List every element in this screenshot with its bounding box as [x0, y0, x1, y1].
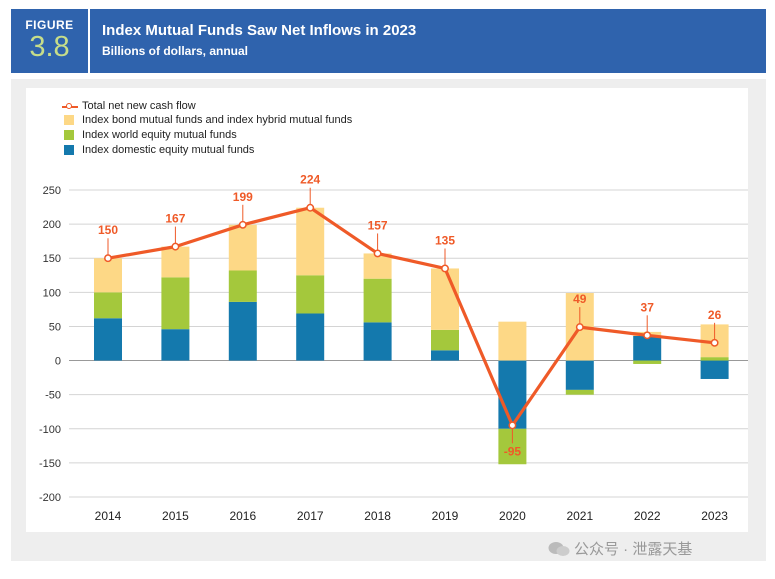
- y-tick-label: 100: [43, 287, 61, 299]
- bar-segment: [565, 360, 594, 390]
- y-tick-label: 50: [49, 321, 61, 333]
- data-label: 49: [573, 292, 587, 306]
- data-label: 224: [300, 173, 320, 187]
- x-tick-label: 2017: [297, 509, 324, 523]
- data-label: 26: [708, 308, 722, 322]
- x-tick-label: 2019: [432, 509, 459, 523]
- y-tick-label: 0: [55, 356, 61, 368]
- y-tick-label: 250: [43, 185, 61, 197]
- legend-label: Index bond mutual funds and index hybrid…: [82, 114, 353, 126]
- total-flow-point: [306, 203, 315, 212]
- legend-label: Index world equity mutual funds: [82, 129, 237, 141]
- total-flow-point: [575, 323, 584, 332]
- bar-segment: [94, 318, 122, 361]
- bar-segment: [700, 357, 729, 361]
- bar-segment: [565, 389, 594, 395]
- y-tick-label: -200: [39, 492, 61, 504]
- data-label: 37: [641, 300, 655, 314]
- wechat-icon: [548, 542, 570, 556]
- total-flow-point: [238, 220, 247, 229]
- bar-segment: [431, 350, 459, 361]
- figure-number: 3.8: [29, 31, 70, 63]
- y-tick-label: 200: [43, 219, 61, 231]
- figure-badge: FIGURE 3.8: [11, 9, 90, 73]
- bar-segment: [431, 329, 459, 351]
- data-label: 199: [233, 190, 253, 204]
- x-tick-label: 2023: [701, 509, 728, 523]
- legend-label: Index domestic equity mutual funds: [82, 144, 255, 156]
- watermark-text: 公众号 · 泄露天基: [574, 541, 693, 558]
- total-flow-point: [104, 254, 112, 263]
- bar-segment: [431, 268, 459, 330]
- figure-label: FIGURE: [25, 18, 74, 32]
- total-flow-point: [508, 421, 517, 430]
- data-label: 157: [368, 218, 388, 232]
- data-label: -95: [504, 444, 522, 458]
- bar-segment: [161, 329, 190, 361]
- total-flow-point: [710, 338, 719, 347]
- bar-segment: [296, 313, 325, 361]
- y-tick-label: 150: [43, 253, 61, 265]
- bar-segment: [228, 301, 257, 361]
- data-label: 167: [165, 212, 185, 226]
- bar-segment: [633, 360, 662, 364]
- data-label: 135: [435, 233, 455, 247]
- bar-segment: [498, 321, 527, 361]
- bar-segment: [94, 258, 122, 293]
- bar-segment: [161, 277, 190, 330]
- x-tick-label: 2014: [95, 509, 122, 523]
- bar-segment: [228, 224, 257, 271]
- x-tick-label: 2018: [364, 509, 391, 523]
- legend-label: Total net new cash flow: [82, 100, 196, 112]
- bar-segment: [94, 292, 122, 319]
- figure-header: FIGURE 3.8 Index Mutual Funds Saw Net In…: [11, 9, 766, 73]
- total-flow-point: [643, 331, 652, 340]
- watermark: 公众号 · 泄露天基: [548, 538, 692, 559]
- bar-segment: [296, 275, 325, 314]
- legend-swatch: [64, 145, 74, 155]
- chart-subtitle: Billions of dollars, annual: [102, 44, 249, 58]
- legend-swatch: [64, 115, 74, 125]
- total-flow-point: [171, 242, 180, 251]
- x-tick-label: 2016: [229, 509, 256, 523]
- bar-segment: [363, 322, 392, 361]
- y-tick-label: -100: [39, 424, 61, 436]
- bar-segment: [296, 207, 325, 276]
- bar-segment: [161, 246, 190, 278]
- y-tick-label: -50: [45, 390, 61, 402]
- total-flow-line: [107, 206, 715, 427]
- x-tick-label: 2021: [566, 509, 593, 523]
- legend-swatch: [64, 130, 74, 140]
- bar-segment: [228, 270, 257, 302]
- x-tick-label: 2022: [634, 509, 661, 523]
- data-label: 150: [98, 223, 118, 237]
- x-tick-label: 2020: [499, 509, 526, 523]
- chart-title: Index Mutual Funds Saw Net Inflows in 20…: [102, 22, 417, 39]
- total-flow-point: [441, 264, 449, 273]
- bar-segment: [363, 253, 392, 279]
- bar-segment: [700, 360, 729, 379]
- legend-marker-swatch: [66, 103, 72, 109]
- bar-segment: [363, 278, 392, 323]
- x-tick-label: 2015: [162, 509, 189, 523]
- bar-segment: [498, 360, 527, 429]
- y-tick-label: -150: [39, 458, 61, 470]
- total-flow-point: [373, 249, 382, 258]
- bar-segment: [633, 335, 662, 361]
